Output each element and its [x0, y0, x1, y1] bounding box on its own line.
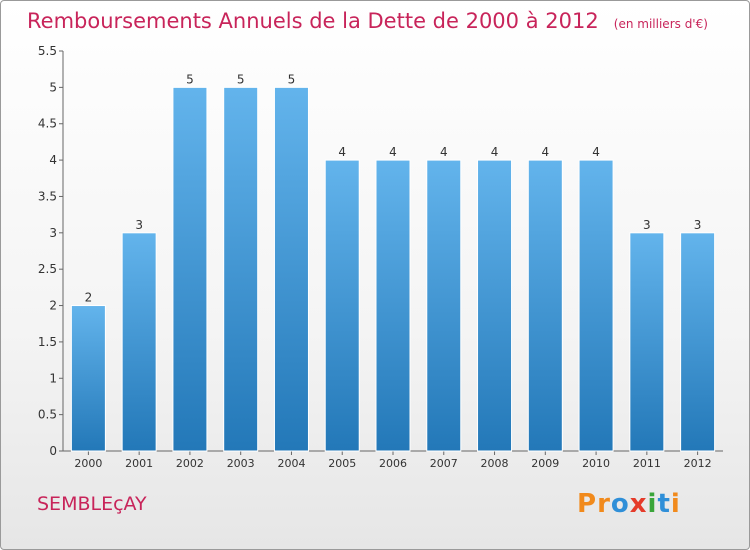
logo-letter: i [647, 489, 658, 519]
y-tick-label: 4.5 [38, 117, 57, 131]
logo-letter: t [657, 489, 671, 519]
bar-2007 [426, 159, 462, 452]
x-tick-label: 2012 [684, 457, 712, 470]
logo-letter: o [610, 489, 630, 519]
x-tick-label: 2011 [633, 457, 661, 470]
x-tick-label: 2008 [481, 457, 509, 470]
title-unit: (en milliers d'€) [613, 17, 708, 31]
x-tick-label: 2007 [430, 457, 458, 470]
bar-2005 [324, 159, 360, 452]
y-tick-label: 1.5 [38, 335, 57, 349]
value-label: 4 [440, 145, 448, 159]
logo-letter: i [670, 489, 681, 519]
labels: 2000 2 2001 3 2002 5 2003 5 2004 5 2005 4 2006 4 2007 4… [74, 72, 711, 470]
y-tick-label: 4 [49, 153, 57, 167]
bar-2010 [578, 159, 614, 452]
y-tick-label: 1 [49, 371, 57, 385]
logo-letter: x [629, 489, 648, 519]
bars [70, 86, 716, 452]
value-label: 5 [186, 72, 194, 86]
value-label: 3 [135, 218, 143, 232]
value-label: 4 [541, 145, 549, 159]
commune-name: SEMBLEçAY [37, 493, 147, 515]
y-tick-label: 3 [49, 226, 57, 240]
x-tick-label: 2005 [328, 457, 356, 470]
y-tick-label: 2.5 [38, 262, 57, 276]
value-label: 4 [389, 145, 397, 159]
bar-2012 [680, 232, 716, 452]
y-tick-label: 2 [49, 299, 57, 313]
x-tick-label: 2006 [379, 457, 407, 470]
x-tick-label: 2003 [227, 457, 255, 470]
x-tick-label: 2000 [74, 457, 102, 470]
bar-2008 [477, 159, 513, 452]
chart-title: Remboursements Annuels de la Dette de 20… [27, 9, 708, 33]
value-label: 3 [694, 218, 702, 232]
axes: 0 0.5 1 1.5 2 2.5 3 3.5 4 4.5 5 5.5 [38, 44, 723, 458]
value-label: 2 [85, 291, 93, 305]
y-tick-label: 0 [49, 444, 57, 458]
value-label: 3 [643, 218, 651, 232]
x-tick-label: 2002 [176, 457, 204, 470]
bar-2004 [273, 86, 309, 452]
logo-letter: r [597, 489, 611, 519]
y-tick-label: 5 [49, 80, 57, 94]
value-label: 4 [338, 145, 346, 159]
bar-2009 [527, 159, 563, 452]
bar-2011 [629, 232, 665, 452]
y-tick-label: 5.5 [38, 44, 57, 58]
bar-2002 [172, 86, 208, 452]
x-tick-label: 2004 [277, 457, 305, 470]
x-tick-label: 2001 [125, 457, 153, 470]
x-tick-label: 2009 [531, 457, 559, 470]
bar-2001 [121, 232, 157, 452]
value-label: 4 [491, 145, 499, 159]
x-tick-label: 2010 [582, 457, 610, 470]
value-label: 4 [592, 145, 600, 159]
logo-letter: P [577, 489, 598, 519]
title-main: Remboursements Annuels de la Dette de 20… [27, 9, 599, 33]
value-label: 5 [237, 72, 245, 86]
bar-2006 [375, 159, 411, 452]
value-label: 5 [288, 72, 296, 86]
y-tick-label: 3.5 [38, 189, 57, 203]
bar-2003 [223, 86, 259, 452]
y-tick-label: 0.5 [38, 408, 57, 422]
proxiti-logo: Proxiti [577, 489, 681, 519]
bar-2000 [70, 305, 106, 452]
